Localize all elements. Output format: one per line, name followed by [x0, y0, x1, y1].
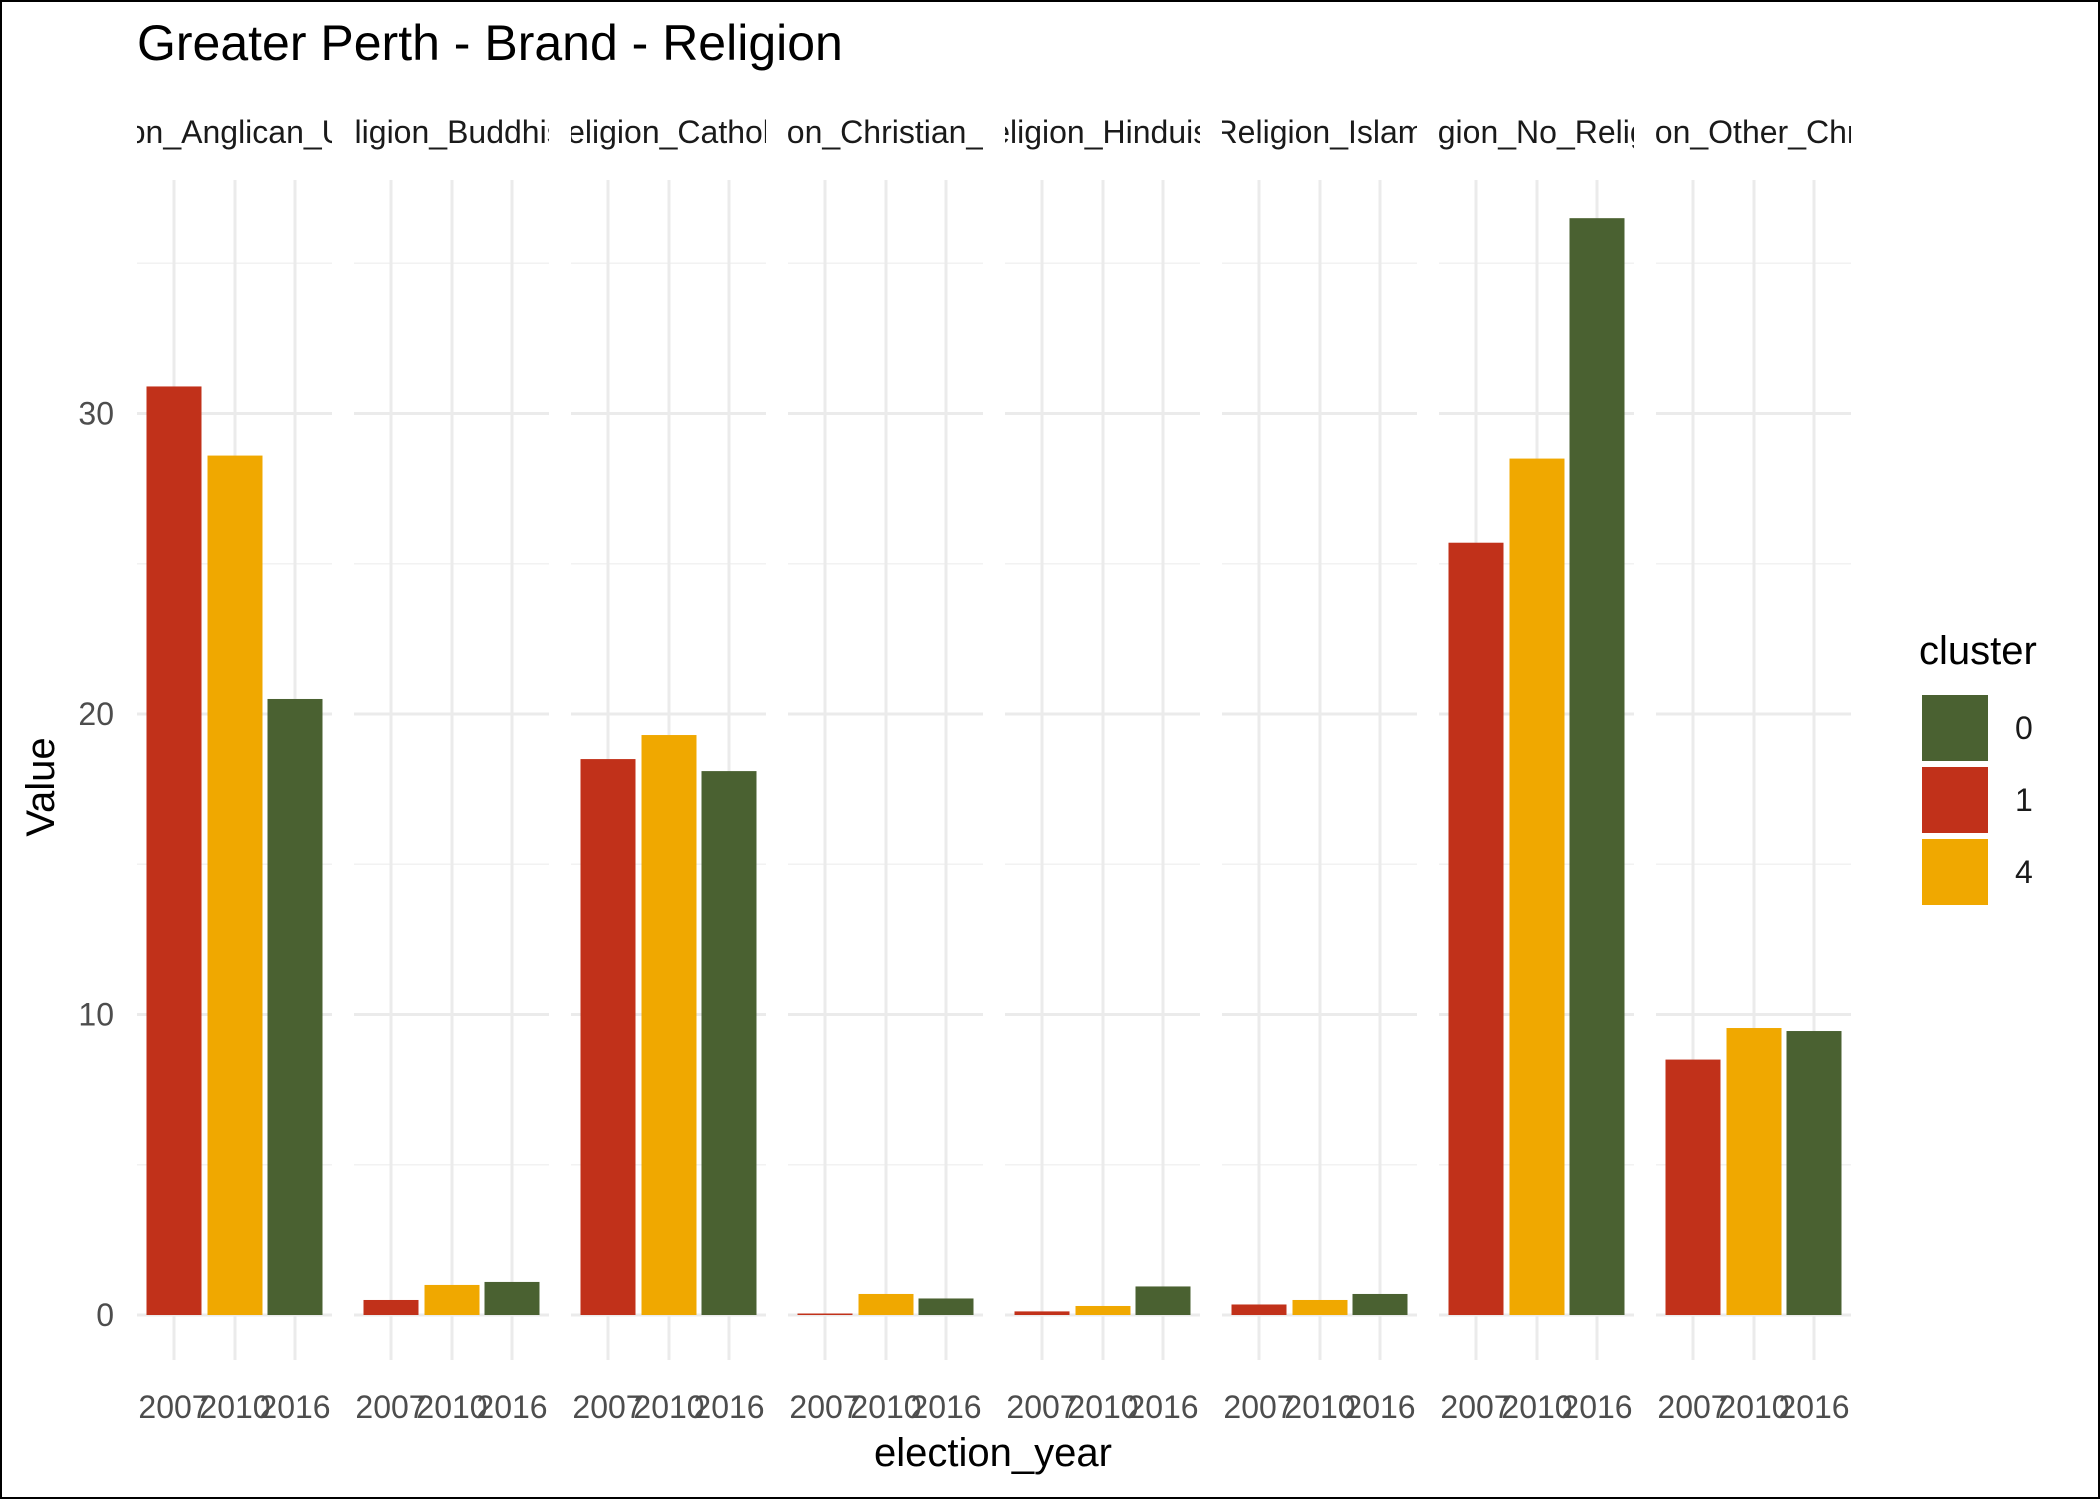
y-tick-label: 10: [78, 997, 114, 1033]
x-tick-label: 2010: [1501, 1389, 1572, 1425]
legend-label-1: 1: [2015, 782, 2033, 818]
x-tick-label: 2007: [1657, 1389, 1728, 1425]
bar: [858, 1293, 914, 1315]
facet-strip-label: Religion_Christian_Other: [707, 114, 1065, 150]
bar: [1352, 1293, 1408, 1315]
bar: [424, 1284, 480, 1315]
bar: [1786, 1031, 1842, 1315]
bar: [1014, 1311, 1070, 1315]
y-axis-ticks: 0 10 20 30: [78, 396, 114, 1334]
x-tick-label: 2007: [138, 1389, 209, 1425]
bar: [363, 1299, 419, 1315]
legend: cluster 0 1 4: [1919, 629, 2037, 905]
x-tick-label: 2007: [789, 1389, 860, 1425]
facet-strip-label: Religion_No_Religion: [1383, 114, 1691, 150]
bar: [1231, 1304, 1287, 1315]
bar: [207, 455, 263, 1315]
y-tick-label: 0: [96, 1297, 114, 1333]
bar: [1569, 218, 1625, 1315]
facet-panels: Religion_Anglican_Uniting200720102016Rel…: [48, 114, 1933, 1425]
bar: [580, 759, 636, 1315]
x-tick-label: 2016: [910, 1389, 981, 1425]
x-tick-label: 2010: [199, 1389, 270, 1425]
bar: [701, 771, 757, 1315]
x-tick-label: 2016: [1561, 1389, 1632, 1425]
x-tick-label: 2016: [476, 1389, 547, 1425]
x-tick-label: 2010: [416, 1389, 487, 1425]
x-tick-label: 2016: [1778, 1389, 1849, 1425]
bar: [146, 386, 202, 1316]
x-tick-label: 2007: [1223, 1389, 1294, 1425]
facet-strip-label: Religion_Catholic: [544, 114, 793, 150]
x-axis-title: election_year: [874, 1431, 1112, 1475]
facet-strip-label: Religion_Anglican_Uniting: [48, 114, 422, 150]
bar: [1509, 458, 1565, 1315]
legend-key-4: [1922, 839, 1988, 905]
x-tick-label: 2007: [1440, 1389, 1511, 1425]
y-axis-title: Value: [19, 737, 63, 836]
x-tick-label: 2016: [693, 1389, 764, 1425]
legend-key-1: [1922, 767, 1988, 833]
x-tick-label: 2010: [1284, 1389, 1355, 1425]
x-tick-label: 2016: [1344, 1389, 1415, 1425]
legend-key-0: [1922, 695, 1988, 761]
facet-strip-label: Religion_Islam: [1215, 114, 1425, 150]
bar: [1726, 1028, 1782, 1315]
x-tick-label: 2007: [1006, 1389, 1077, 1425]
x-tick-label: 2010: [1067, 1389, 1138, 1425]
x-tick-label: 2010: [1718, 1389, 1789, 1425]
legend-label-4: 4: [2015, 854, 2033, 890]
bar: [1135, 1286, 1191, 1315]
legend-label-0: 0: [2015, 710, 2033, 746]
x-tick-label: 2016: [259, 1389, 330, 1425]
chart-title: Greater Perth - Brand - Religion: [137, 15, 843, 71]
facet-strip-label: Religion_Hinduism: [969, 114, 1236, 150]
x-tick-label: 2010: [850, 1389, 921, 1425]
bar: [1292, 1299, 1348, 1315]
x-tick-label: 2010: [633, 1389, 704, 1425]
legend-title: cluster: [1919, 629, 2037, 673]
y-tick-label: 20: [78, 696, 114, 732]
bar: [267, 698, 323, 1315]
x-tick-label: 2016: [1127, 1389, 1198, 1425]
bar: [918, 1298, 974, 1315]
x-tick-label: 2007: [572, 1389, 643, 1425]
x-tick-label: 2007: [355, 1389, 426, 1425]
bar: [484, 1281, 540, 1315]
bar: [641, 735, 697, 1315]
facet-strip-label: Religion_Buddhism: [314, 114, 590, 150]
bar: [1665, 1059, 1721, 1315]
bar: [1075, 1305, 1131, 1315]
facet-strip-label: Religion_Other_Christian: [1575, 114, 1933, 150]
y-tick-label: 30: [78, 396, 114, 432]
bar: [1448, 542, 1504, 1315]
bar: [797, 1313, 853, 1315]
